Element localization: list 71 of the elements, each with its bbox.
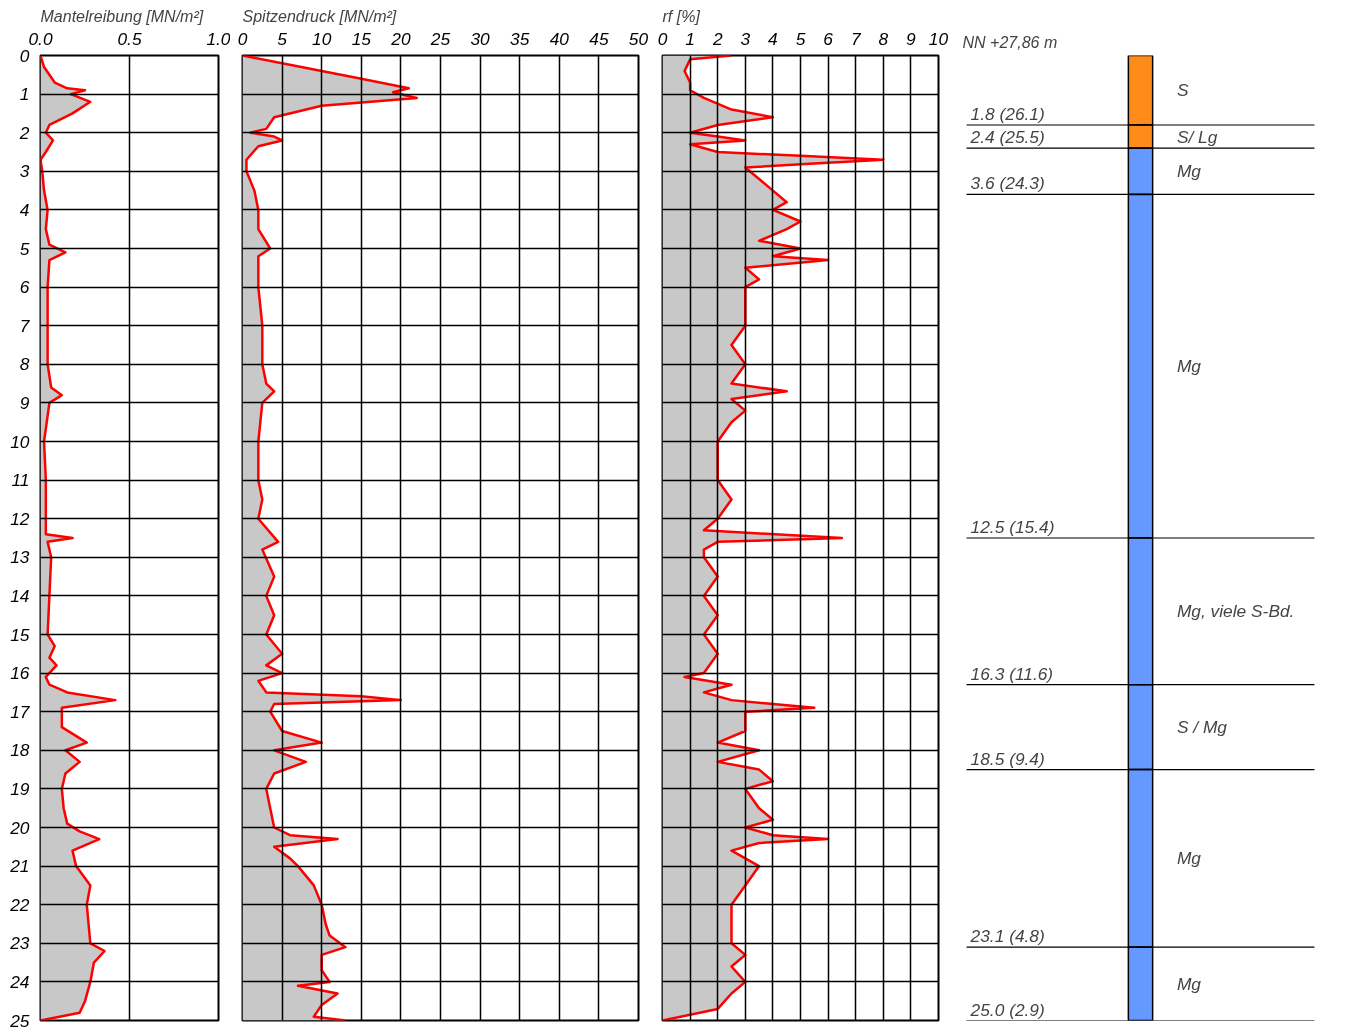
x-tick-label: 3 [740, 28, 751, 49]
ref-line-label: 3.6 (24.3) [970, 173, 1045, 194]
x-tick-label: 25 [429, 28, 451, 49]
series-label: Mg [1176, 973, 1202, 994]
series-label: Mg [1176, 161, 1202, 182]
ref-line-label: 12.5 (15.4) [970, 517, 1055, 537]
x-tick-label: 5 [795, 28, 806, 49]
x-tick-label: 1 [685, 28, 695, 49]
x-tick-label: 5 [277, 28, 288, 49]
x-tick-label: 0.5 [117, 28, 142, 49]
y-tick-label: 24 [9, 971, 30, 992]
chart-title: NN +27,86 m [962, 33, 1058, 51]
y-tick-label: 14 [10, 585, 30, 606]
y-tick-label: 5 [19, 238, 30, 259]
y-tick-label: 10 [10, 431, 30, 452]
x-tick-label: 30 [470, 28, 491, 49]
y-tick-label: 8 [19, 354, 30, 375]
x-tick-label: 1.0 [206, 28, 231, 49]
y-tick-label: 21 [9, 856, 30, 877]
y-tick-label: 4 [19, 199, 30, 220]
y-tick-label: 19 [10, 778, 30, 799]
series-label: Mg, viele S-Bd. [1176, 601, 1295, 622]
x-tick-label: 45 [589, 28, 609, 49]
y-tick-label: 17 [10, 701, 31, 722]
x-tick-label: 0 [237, 28, 248, 49]
y-tick-label: 6 [19, 277, 30, 298]
y-tick-label: 23 [9, 933, 30, 954]
y-tick-label: 15 [10, 624, 30, 645]
x-tick-label: 40 [549, 28, 570, 49]
y-tick-label: 13 [10, 547, 30, 568]
x-tick-label: 10 [928, 28, 949, 49]
x-tick-label: 50 [628, 28, 649, 49]
x-tick-label: 4 [768, 28, 778, 49]
y-tick-label: 7 [19, 315, 31, 336]
y-tick-label: 25 [9, 1010, 30, 1029]
x-tick-label: 35 [510, 28, 530, 49]
y-tick-label: 1 [19, 84, 30, 105]
y-tick-label: 18 [10, 740, 30, 761]
ref-line-label: 2.4 (25.5) [969, 127, 1045, 148]
x-tick-label: 9 [906, 28, 917, 49]
x-tick-label: 7 [850, 28, 862, 49]
y-tick-label: 16 [10, 663, 30, 684]
chart-title: Mantelreibung [MN/m²] [40, 7, 204, 25]
y-tick-label: 0 [19, 45, 30, 66]
x-tick-label: 2 [711, 28, 723, 49]
ref-line-label: 18.5 (9.4) [970, 748, 1045, 769]
chart-title: Spitzendruck [MN/m²] [242, 7, 397, 25]
y-tick-label: 2 [18, 122, 30, 143]
x-tick-label: 15 [351, 28, 372, 49]
ref-line-label: 23.1 (4.8) [969, 926, 1045, 947]
ref-line-label: 16.3 (11.6) [970, 663, 1054, 684]
x-tick-label: 20 [390, 28, 411, 49]
x-tick-label: 8 [878, 28, 889, 49]
series-label: S/ Lg [1176, 126, 1218, 147]
y-tick-label: 11 [11, 470, 30, 491]
y-tick-label: 3 [19, 161, 30, 182]
ref-line-label: 25.0 (2.9) [969, 999, 1045, 1020]
y-tick-label: 22 [9, 894, 30, 915]
ref-line-label: 1.8 (26.1) [970, 103, 1045, 124]
series-label: S [1176, 80, 1189, 101]
x-tick-label: 6 [823, 28, 834, 49]
series-label: Mg [1176, 848, 1202, 869]
y-tick-label: 12 [10, 508, 30, 529]
y-tick-label: 9 [19, 392, 30, 413]
x-tick-label: 10 [312, 28, 332, 49]
series-label: Mg [1176, 356, 1202, 377]
x-tick-label: 0.0 [28, 28, 53, 49]
y-tick-label: 20 [9, 817, 30, 838]
x-tick-label: 0 [657, 28, 668, 49]
chart-title: rf [%] [662, 7, 701, 25]
series-label: S / Mg [1176, 717, 1228, 738]
